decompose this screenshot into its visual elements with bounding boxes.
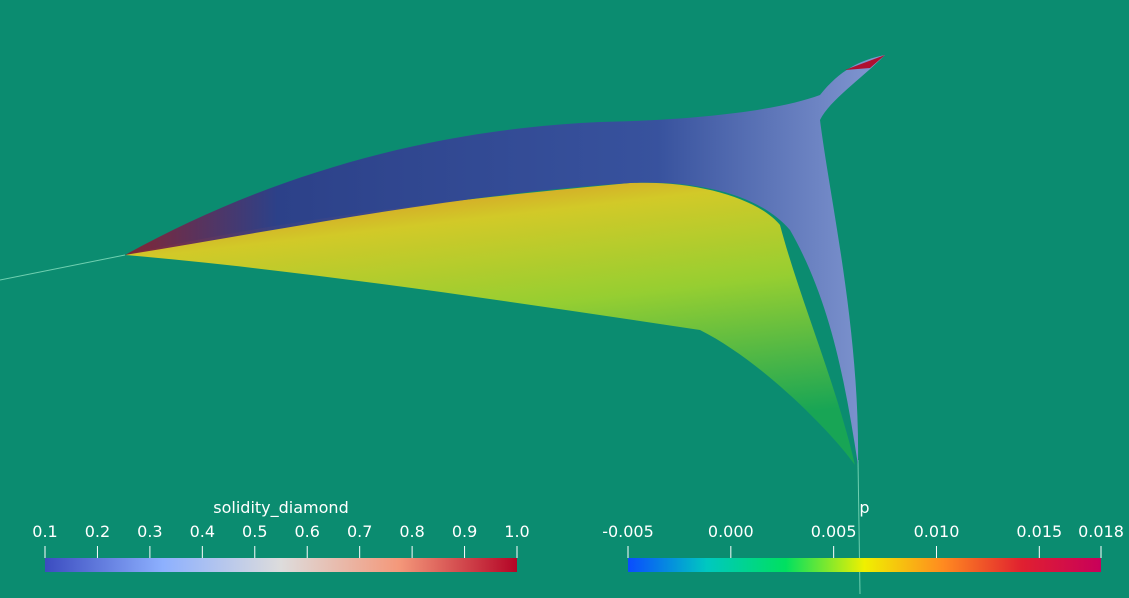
tick-label: 0.018: [1078, 522, 1124, 541]
colorbar: [45, 558, 517, 572]
tick-label: 0.8: [399, 522, 424, 541]
tick-label: 0.3: [137, 522, 162, 541]
tick-label: 0.6: [294, 522, 319, 541]
page: {"colorbars": [ {"title": "solidity_diam…: [0, 0, 1129, 594]
colorbar-title: p: [859, 498, 869, 517]
tick-label: 0.010: [914, 522, 960, 541]
colorbar-title: solidity_diamond: [213, 498, 348, 518]
tick-label: 1.0: [504, 522, 529, 541]
tick-label: 0.4: [190, 522, 215, 541]
tick-label: 0.015: [1016, 522, 1062, 541]
tick-label: 0.2: [85, 522, 110, 541]
tick-label: 0.9: [452, 522, 477, 541]
tick-label: 0.005: [811, 522, 857, 541]
tick-label: 0.000: [708, 522, 754, 541]
tick-label: 0.1: [32, 522, 57, 541]
tick-label: 0.5: [242, 522, 267, 541]
render-view: solidity_diamond 0.1 0.2 0.3 0.4 0.5 0.6 0.7 0.8…: [0, 0, 1129, 594]
tick-label: 0.7: [347, 522, 372, 541]
colorbar: [628, 558, 1101, 572]
tick-label: -0.005: [602, 522, 654, 541]
